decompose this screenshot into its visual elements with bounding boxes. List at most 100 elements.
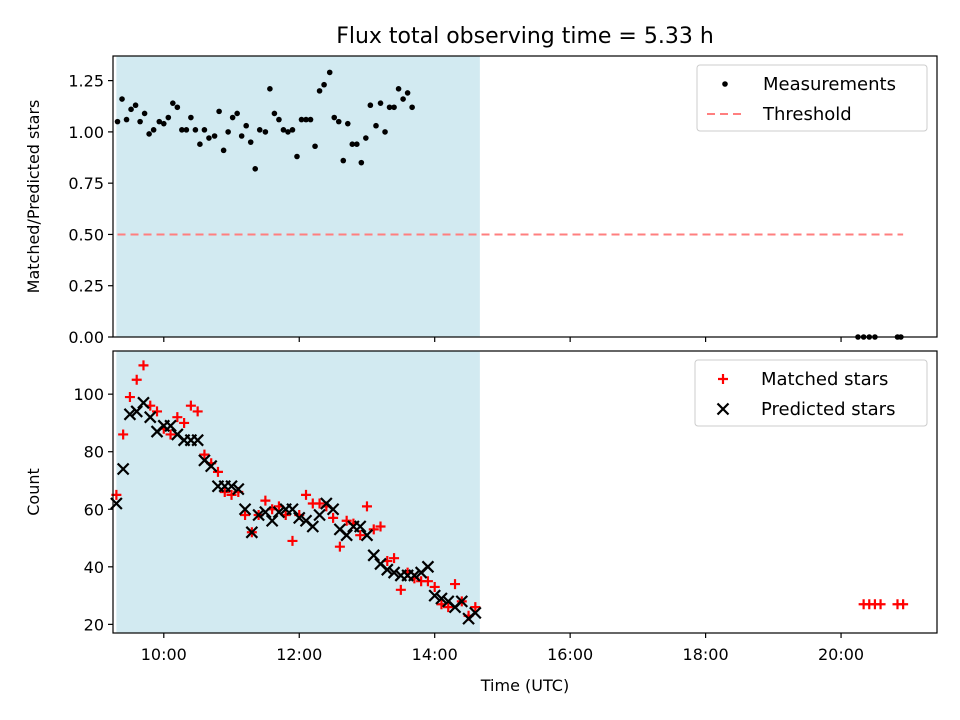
legend: Matched stars Predicted stars	[694, 359, 928, 427]
legend-box	[694, 359, 928, 427]
measurement-point	[289, 127, 296, 133]
y-tick-label: 20	[84, 615, 104, 634]
matched-star-point	[361, 501, 372, 512]
predicted-star-point	[435, 592, 448, 605]
measurement-point	[294, 153, 300, 160]
measurement-point	[267, 86, 273, 92]
measurement-point	[160, 120, 167, 127]
matched-star-point	[898, 599, 909, 610]
measurement-point	[238, 133, 245, 139]
predicted-star-point	[238, 502, 252, 516]
measurement-point	[377, 100, 384, 106]
y-tick-label: 0.25	[68, 277, 104, 296]
predicted-star-point	[123, 408, 137, 421]
measurement-point	[252, 166, 259, 172]
measurement-point	[119, 96, 125, 102]
measurement-point	[312, 143, 318, 150]
y-tick-label: 80	[84, 443, 104, 462]
predicted-star-point	[259, 505, 272, 519]
matched-star-point	[118, 429, 129, 440]
measurement-point	[340, 157, 347, 164]
measurement-point	[344, 120, 351, 127]
measurement-point	[354, 141, 360, 147]
measurement-point	[170, 100, 176, 106]
matched-star-point	[165, 429, 176, 440]
x-axis-label: Time (UTC)	[480, 676, 569, 695]
measurement-point	[229, 114, 236, 121]
matched-star-point	[179, 417, 190, 428]
predicted-star-point	[306, 520, 320, 533]
predicted-star-point	[387, 566, 401, 579]
measurement-point	[307, 116, 314, 123]
measurement-point	[132, 102, 139, 109]
x-tick-label: 16:00	[547, 645, 593, 664]
measurement-point	[128, 106, 134, 113]
predicted-star-point	[326, 502, 340, 516]
predicted-star-point	[204, 459, 218, 473]
predicted-star-point	[116, 462, 130, 476]
legend-label: Predicted stars	[761, 399, 895, 420]
measurement-point	[349, 141, 356, 147]
matched-star-point	[368, 524, 379, 535]
matched-star-point	[429, 581, 440, 592]
matched-star-point	[152, 406, 163, 417]
matched-star-point	[355, 530, 366, 541]
matched-star-point	[334, 541, 345, 552]
measurement-point	[150, 127, 157, 133]
predicted-star-point	[245, 526, 259, 539]
measurement-point	[335, 118, 342, 125]
y-axis-label: Matched/Predicted stars	[24, 100, 43, 294]
measurement-point	[174, 104, 181, 111]
x-tick-label: 10:00	[141, 645, 187, 664]
legend-label: Matched stars	[761, 369, 888, 390]
measurement-point	[156, 118, 163, 125]
legend-label: Measurements	[763, 74, 896, 95]
measurement-point	[298, 116, 305, 123]
legend-matched-swatch	[718, 374, 728, 384]
axes-frame	[112, 350, 938, 634]
matched-star-point	[375, 521, 386, 532]
measurement-point	[363, 135, 369, 141]
measurement-point	[179, 127, 185, 133]
x-tick-label: 18:00	[683, 645, 729, 664]
matched-star-point	[470, 602, 481, 613]
observing-span-shade	[116, 56, 480, 337]
measurement-point	[326, 69, 333, 76]
legend-measurement-swatch	[722, 81, 728, 87]
measurement-point	[114, 118, 121, 125]
bottom-panel-count-plot: 20 40 60 80 100 10:00 12:00 14:00 16:00 18:00 20:0…	[24, 350, 938, 695]
measurement-point	[256, 127, 263, 133]
measurement-point	[123, 116, 130, 123]
matched-star-point	[199, 449, 210, 460]
series-predicted-stars	[110, 396, 482, 625]
matched-star-point	[389, 553, 400, 564]
predicted-star-point	[252, 508, 265, 522]
y-tick-label: 0.75	[68, 174, 104, 193]
measurement-point	[137, 118, 143, 125]
measurement-point	[146, 131, 152, 137]
measurement-point	[206, 135, 212, 141]
predicted-star-point	[367, 549, 381, 562]
predicted-star-point	[408, 569, 421, 582]
matched-star-point	[395, 584, 406, 595]
matched-star-point	[212, 466, 223, 477]
legend-label: Threshold	[762, 104, 852, 125]
top-panel-ratio-plot: 0.00 0.25 0.50 0.75 1.00 1.25 Matched/Predicte…	[24, 55, 938, 347]
predicted-star-point	[272, 505, 286, 519]
measurement-point	[188, 114, 194, 121]
predicted-star-point	[265, 514, 279, 528]
matched-star-point	[131, 374, 142, 385]
matched-star-point	[443, 602, 454, 613]
matched-star-point	[185, 400, 196, 411]
measurement-point	[321, 81, 327, 88]
measurement-point	[201, 127, 208, 133]
y-tick-label: 40	[84, 558, 104, 577]
predicted-star-point	[428, 589, 441, 602]
measurement-point	[316, 88, 323, 94]
matched-star-point	[314, 498, 325, 509]
measurement-point	[409, 104, 415, 111]
measurement-point	[404, 90, 411, 96]
measurement-point	[211, 133, 218, 139]
matched-star-point	[172, 412, 183, 423]
